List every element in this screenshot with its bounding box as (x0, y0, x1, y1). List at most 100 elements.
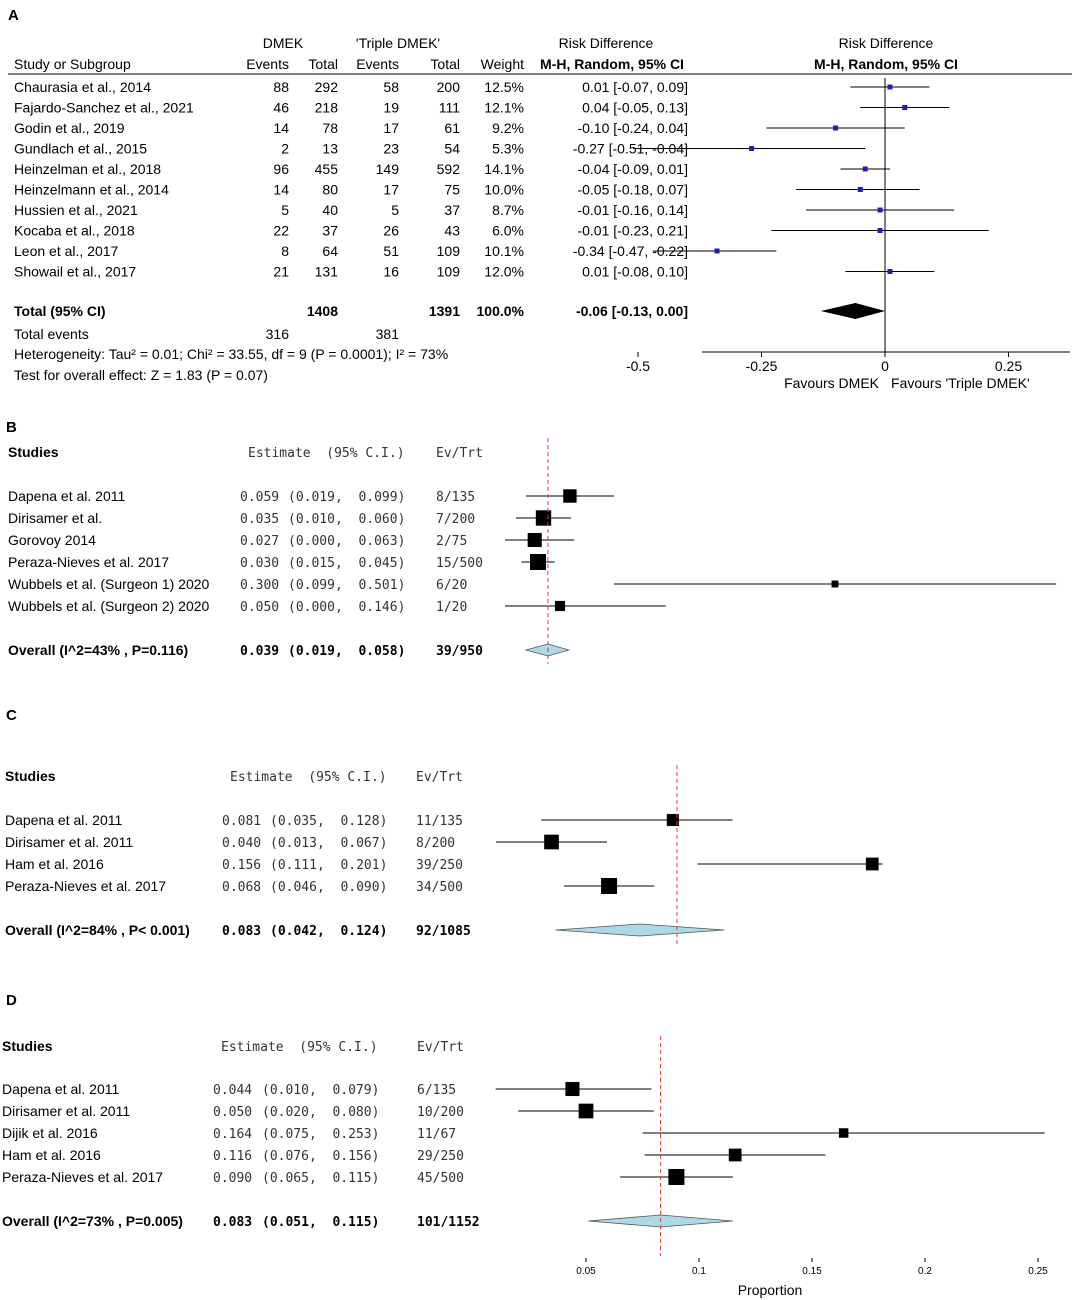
evtrt-cell: 6/20 (436, 578, 467, 593)
estimate-cell: 0.090 (213, 1171, 252, 1186)
x-tick-label: 0.1 (692, 1266, 706, 1277)
panel-label-a: A (8, 7, 19, 24)
study-name: Peraza-Nieves et al. 2017 (5, 878, 166, 894)
weight-cell: 12.1% (484, 100, 524, 116)
events2-cell: 26 (383, 223, 399, 239)
ci-cell: (0.065, 0.115) (262, 1171, 379, 1186)
estimate-header-c: Estimate (95% C.I.) (230, 770, 387, 785)
total1-cell: 64 (322, 243, 338, 259)
weight-cell: 8.7% (492, 202, 524, 218)
total1-cell: 37 (322, 223, 338, 239)
point-marker (578, 1103, 594, 1119)
total2-cell: 109 (437, 243, 461, 259)
events1-cell: 96 (273, 161, 289, 177)
point-marker (865, 857, 879, 871)
events1-cell: 14 (273, 182, 289, 198)
panel-c: C Studies Estimate (95% C.I.) Ev/Trt Dap… (5, 707, 883, 944)
study-name: Peraza-Nieves et al. 2017 (2, 1169, 163, 1185)
ci-cell: (0.111, 0.201) (270, 858, 387, 873)
study-name: Hussien et al., 2021 (14, 202, 138, 218)
evtrt-cell: 15/500 (436, 556, 483, 571)
ci-cell: (0.013, 0.067) (270, 836, 387, 851)
x-tick-label: -0.25 (746, 358, 778, 374)
total-ci: -0.06 [-0.13, 0.00] (576, 303, 688, 319)
total1-cell: 80 (322, 182, 338, 198)
overall-ci: (0.051, 0.115) (262, 1215, 379, 1230)
overall-estimate: 0.083 (213, 1215, 252, 1230)
rd-title-header: Risk Difference (559, 35, 654, 51)
total-events1: 316 (266, 326, 290, 342)
study-name: Kocaba et al., 2018 (14, 223, 135, 239)
favours-right-label: Favours 'Triple DMEK' (891, 375, 1030, 391)
ci-cell: -0.01 [-0.16, 0.14] (577, 202, 688, 218)
point-marker (838, 1128, 849, 1138)
ci-cell: -0.27 [-0.51, -0.04] (573, 141, 688, 157)
overall-diamond (820, 303, 885, 319)
estimate-cell: 0.156 (222, 858, 261, 873)
evtrt-cell: 2/75 (436, 534, 467, 549)
overall-ci: (0.042, 0.124) (270, 924, 387, 939)
total2-cell: 75 (444, 182, 460, 198)
point-marker (527, 532, 542, 548)
weight-cell: 5.3% (492, 141, 524, 157)
evtrt-header-b: Ev/Trt (436, 446, 483, 461)
ci-cell: -0.05 [-0.18, 0.07] (577, 182, 688, 198)
total2-cell: 61 (444, 120, 460, 136)
events2-cell: 23 (383, 141, 399, 157)
ci-cell: 0.04 [-0.05, 0.13] (582, 100, 688, 116)
panel-b: B Studies Estimate (95% C.I.) Ev/Trt Dap… (6, 419, 1057, 664)
study-name: Heinzelmann et al., 2014 (14, 182, 169, 198)
study-name: Dirisamer et al. 2011 (2, 1103, 130, 1119)
weight-cell: 10.0% (484, 182, 524, 198)
total2-cell: 200 (437, 79, 461, 95)
events1-header: Events (246, 56, 289, 72)
ci-cell: (0.099, 0.501) (288, 578, 405, 593)
group1-header: DMEK (263, 35, 304, 51)
point-marker (862, 166, 868, 172)
ci-cell: 0.01 [-0.07, 0.09] (582, 79, 688, 95)
study-name: Leon et al., 2017 (14, 243, 119, 259)
overall-label: Overall (I^2=84% , P< 0.001) (5, 922, 190, 938)
total1-cell: 13 (322, 141, 338, 157)
study-name: Dijik et al. 2016 (2, 1125, 98, 1141)
point-marker (714, 248, 720, 254)
total-events2: 381 (376, 326, 400, 342)
total2-cell: 54 (444, 141, 460, 157)
point-marker (887, 84, 893, 90)
estimate-cell: 0.300 (240, 578, 279, 593)
x-tick-label: -0.5 (626, 358, 650, 374)
overall-effect-text: Test for overall effect: Z = 1.83 (P = 0… (14, 367, 268, 383)
events1-cell: 14 (273, 120, 289, 136)
estimate-cell: 0.081 (222, 814, 261, 829)
events2-cell: 17 (383, 120, 399, 136)
point-marker (728, 1148, 742, 1162)
events2-cell: 149 (376, 161, 400, 177)
x-tick-label: 0.15 (802, 1266, 822, 1277)
panel-b-plot (505, 438, 1057, 664)
point-marker (833, 125, 839, 131)
events2-cell: 19 (383, 100, 399, 116)
study-name: Wubbels et al. (Surgeon 1) 2020 (8, 576, 210, 592)
panel-c-plot (496, 765, 883, 944)
study-name: Dapena et al. 2011 (5, 812, 122, 828)
point-marker (544, 834, 559, 850)
ci-cell: (0.046, 0.090) (270, 880, 387, 895)
point-marker (530, 554, 546, 570)
ci-cell: (0.015, 0.045) (288, 556, 405, 571)
evtrt-cell: 11/135 (416, 814, 463, 829)
rd-method-header: M-H, Random, 95% CI (540, 56, 684, 72)
total2-cell: 592 (437, 161, 461, 177)
total-weight: 100.0% (477, 303, 525, 319)
study-name: Godin et al., 2019 (14, 120, 125, 136)
panel-a: A DMEK 'Triple DMEK' Risk Difference Ris… (8, 7, 1072, 391)
point-marker (877, 207, 883, 213)
study-name: Dirisamer et al. 2011 (5, 834, 133, 850)
panel-d-plot: 0.05 0.1 0.15 0.2 0.25 (495, 1036, 1048, 1277)
estimate-header-d: Estimate (95% C.I.) (221, 1040, 378, 1055)
point-marker (563, 489, 577, 503)
x-tick-label: 0.25 (1028, 1266, 1048, 1277)
weight-cell: 14.1% (484, 161, 524, 177)
overall-estimate: 0.039 (240, 644, 279, 659)
point-marker (668, 1169, 685, 1185)
